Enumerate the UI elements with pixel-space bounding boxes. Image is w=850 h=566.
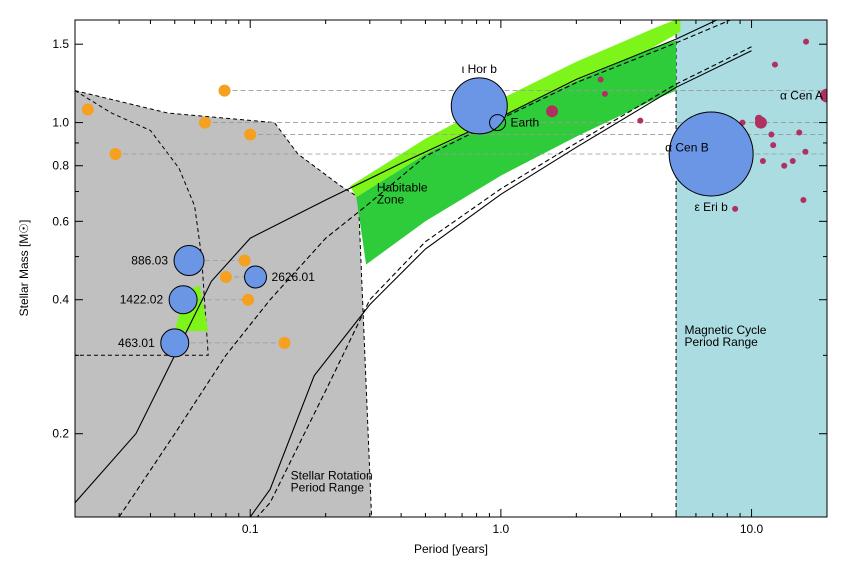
habitable-zone-label-line-1: Zone: [377, 193, 405, 207]
stellar-rotation-label-line-0: Stellar Rotation: [291, 468, 373, 482]
orange-star-2: [218, 84, 231, 97]
y-tick-label-0: 0.2: [52, 427, 69, 441]
planet-label-3: 2626.01: [272, 270, 316, 284]
star-label-0: α Cen A: [780, 89, 823, 103]
planet-label-2: 463.01: [118, 336, 155, 350]
magenta-star-1: [597, 76, 604, 83]
planet-label-4: ι Hor b: [462, 62, 498, 76]
boundary-curve-1: [118, 20, 732, 517]
magenta-star-19: [800, 197, 807, 204]
planet-marker-5: [489, 114, 507, 132]
y-tick-label-2: 0.6: [52, 214, 69, 228]
plot-area: [75, 20, 827, 517]
magnetic-cycle-label-line-1: Period Range: [684, 335, 758, 349]
x-tick-label-1: 1.0: [493, 522, 510, 536]
y-tick-label-3: 0.8: [52, 159, 69, 173]
magenta-star-8: [771, 61, 778, 68]
planet-marker-3: [244, 265, 268, 289]
planet-marker-6: [668, 111, 754, 197]
y-tick-label-1: 0.4: [52, 293, 69, 307]
planet-marker-1: [168, 285, 198, 315]
star-label-1: α Cen B: [665, 140, 709, 154]
rotation-region-inner-boundary: [75, 90, 209, 356]
magenta-star-13: [770, 142, 777, 149]
stellar-rotation-region: [75, 90, 372, 517]
habitable-zone-conservative: [356, 40, 677, 265]
magenta-star-10: [820, 88, 827, 103]
habitable-zone-label-line-0: Habitable: [377, 181, 428, 195]
y-tick-label-4: 1.0: [52, 116, 69, 130]
magenta-star-15: [789, 157, 796, 164]
y-tick-label-5: 1.5: [52, 37, 69, 51]
magenta-star-9: [803, 38, 810, 45]
magnetic-cycle-region: [676, 20, 827, 517]
magenta-star-0: [546, 105, 559, 118]
y-axis-label: Stellar Mass [M☉]: [17, 220, 31, 317]
orange-star-1: [109, 148, 122, 161]
orange-star-8: [278, 336, 291, 349]
orange-star-4: [244, 128, 257, 141]
orange-star-6: [219, 270, 232, 283]
x-tick-label-0: 0.1: [242, 522, 259, 536]
planet-label-5: Earth: [511, 116, 540, 130]
x-tick-label-2: 10.0: [740, 522, 764, 536]
x-axis-label: Period [years]: [414, 542, 488, 556]
planet-marker-2: [160, 328, 190, 358]
magenta-star-3: [637, 117, 644, 124]
magnetic-cycle-label-line-0: Magnetic Cycle: [684, 323, 766, 337]
orange-star-3: [198, 116, 211, 129]
orange-star-0: [81, 103, 94, 116]
magenta-star-7: [754, 114, 763, 123]
boundary-curve-0: [75, 20, 719, 504]
magenta-star-12: [768, 131, 775, 138]
magenta-star-2: [601, 90, 608, 97]
planet-marker-0: [173, 244, 205, 276]
magenta-star-14: [781, 162, 788, 169]
magenta-star-21: [759, 157, 766, 164]
magenta-star-16: [802, 148, 809, 155]
boundary-curve-3: [256, 46, 752, 517]
planet-marker-4: [450, 77, 508, 135]
planet-label-1: 1422.02: [120, 293, 164, 307]
boundary-curve-2: [249, 50, 752, 517]
magenta-star-11: [796, 129, 803, 136]
planet-label-6: ε Eri b: [694, 200, 728, 214]
orange-star-5: [238, 254, 251, 267]
habitable-zone-optimistic: [350, 20, 681, 198]
axes: 0.1 1.0 10.0 0.2 0.4 0.6 0.8 1.0 1.5: [52, 20, 828, 536]
plot-frame: [74, 19, 828, 518]
stellar-rotation-label-line-1: Period Range: [291, 480, 365, 494]
planet-label-0: 886.03: [131, 253, 168, 267]
magenta-star-17: [732, 205, 739, 212]
orange-star-7: [242, 293, 255, 306]
overlay-labels: 886.03 1422.02 463.01 2626.01 ι Hor b Earth ε …: [118, 62, 823, 494]
